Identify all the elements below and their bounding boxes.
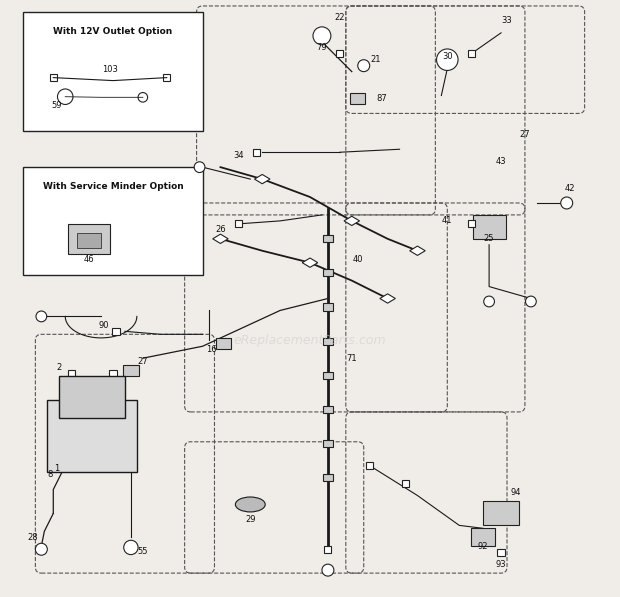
Bar [497, 549, 505, 556]
Text: 90: 90 [99, 321, 109, 330]
Bar [77, 233, 101, 248]
Text: 59: 59 [51, 101, 61, 110]
Text: 94: 94 [511, 488, 521, 497]
Text: 92: 92 [478, 541, 489, 551]
Bar [235, 220, 242, 227]
Polygon shape [254, 174, 270, 184]
Bar [366, 462, 373, 469]
Text: 30: 30 [442, 52, 453, 61]
Bar [322, 235, 334, 242]
Text: 93: 93 [496, 559, 507, 569]
Text: 33: 33 [502, 16, 512, 26]
Bar [163, 74, 170, 81]
Bar [253, 149, 260, 156]
Bar [322, 440, 334, 447]
Text: eReplacementParts.com: eReplacementParts.com [234, 334, 386, 347]
Text: 8: 8 [48, 470, 53, 479]
Bar [109, 370, 117, 377]
Circle shape [194, 162, 205, 173]
Bar [60, 376, 125, 418]
Bar [24, 12, 203, 131]
Bar [336, 50, 343, 57]
Circle shape [124, 540, 138, 555]
Bar [350, 93, 365, 104]
Polygon shape [410, 246, 425, 256]
Text: 34: 34 [233, 150, 244, 160]
Bar [322, 474, 334, 481]
Bar [68, 370, 75, 377]
Text: 27: 27 [138, 356, 148, 366]
Bar [322, 406, 334, 413]
Bar [123, 365, 140, 376]
Circle shape [560, 197, 573, 209]
Text: 26: 26 [215, 225, 226, 235]
Text: 27: 27 [520, 130, 530, 139]
Text: 103: 103 [102, 65, 118, 75]
Bar [324, 546, 332, 553]
Polygon shape [302, 258, 318, 267]
Text: With Service Minder Option: With Service Minder Option [43, 182, 184, 191]
Polygon shape [344, 216, 360, 226]
Text: 21: 21 [370, 55, 381, 64]
Text: 41: 41 [442, 216, 453, 226]
Text: 87: 87 [376, 94, 387, 103]
Circle shape [313, 27, 331, 45]
Bar [47, 400, 137, 472]
Circle shape [358, 60, 370, 72]
Circle shape [36, 311, 46, 322]
Bar [467, 50, 475, 57]
Bar [50, 74, 57, 81]
Text: 46: 46 [84, 255, 94, 264]
Text: 22: 22 [335, 13, 345, 23]
Bar [322, 303, 334, 310]
Bar [322, 337, 334, 344]
Bar [467, 220, 475, 227]
Text: 1: 1 [54, 464, 59, 473]
Bar [472, 215, 505, 239]
Bar [322, 269, 334, 276]
Bar [112, 328, 120, 335]
Polygon shape [213, 234, 228, 244]
Circle shape [526, 296, 536, 307]
Text: 42: 42 [564, 183, 575, 193]
Circle shape [35, 543, 47, 555]
Text: 29: 29 [245, 515, 255, 524]
Bar [483, 501, 519, 525]
Polygon shape [380, 294, 396, 303]
Text: 71: 71 [347, 353, 357, 363]
Circle shape [484, 296, 495, 307]
Bar [471, 528, 495, 546]
Bar [402, 480, 409, 487]
Text: 55: 55 [138, 546, 148, 556]
Circle shape [322, 564, 334, 576]
Text: 43: 43 [496, 156, 507, 166]
Bar [216, 338, 231, 349]
Bar [24, 167, 203, 275]
Text: 79: 79 [317, 43, 327, 53]
Ellipse shape [236, 497, 265, 512]
Text: With 12V Outlet Option: With 12V Outlet Option [53, 27, 172, 36]
Bar [68, 224, 110, 254]
Bar [322, 372, 334, 379]
Text: 2: 2 [56, 362, 62, 372]
Text: 25: 25 [484, 234, 494, 244]
Text: 16: 16 [206, 344, 217, 354]
Text: 40: 40 [353, 255, 363, 264]
Circle shape [58, 89, 73, 104]
Text: 28: 28 [27, 533, 38, 542]
Circle shape [138, 93, 148, 102]
Circle shape [436, 49, 458, 70]
